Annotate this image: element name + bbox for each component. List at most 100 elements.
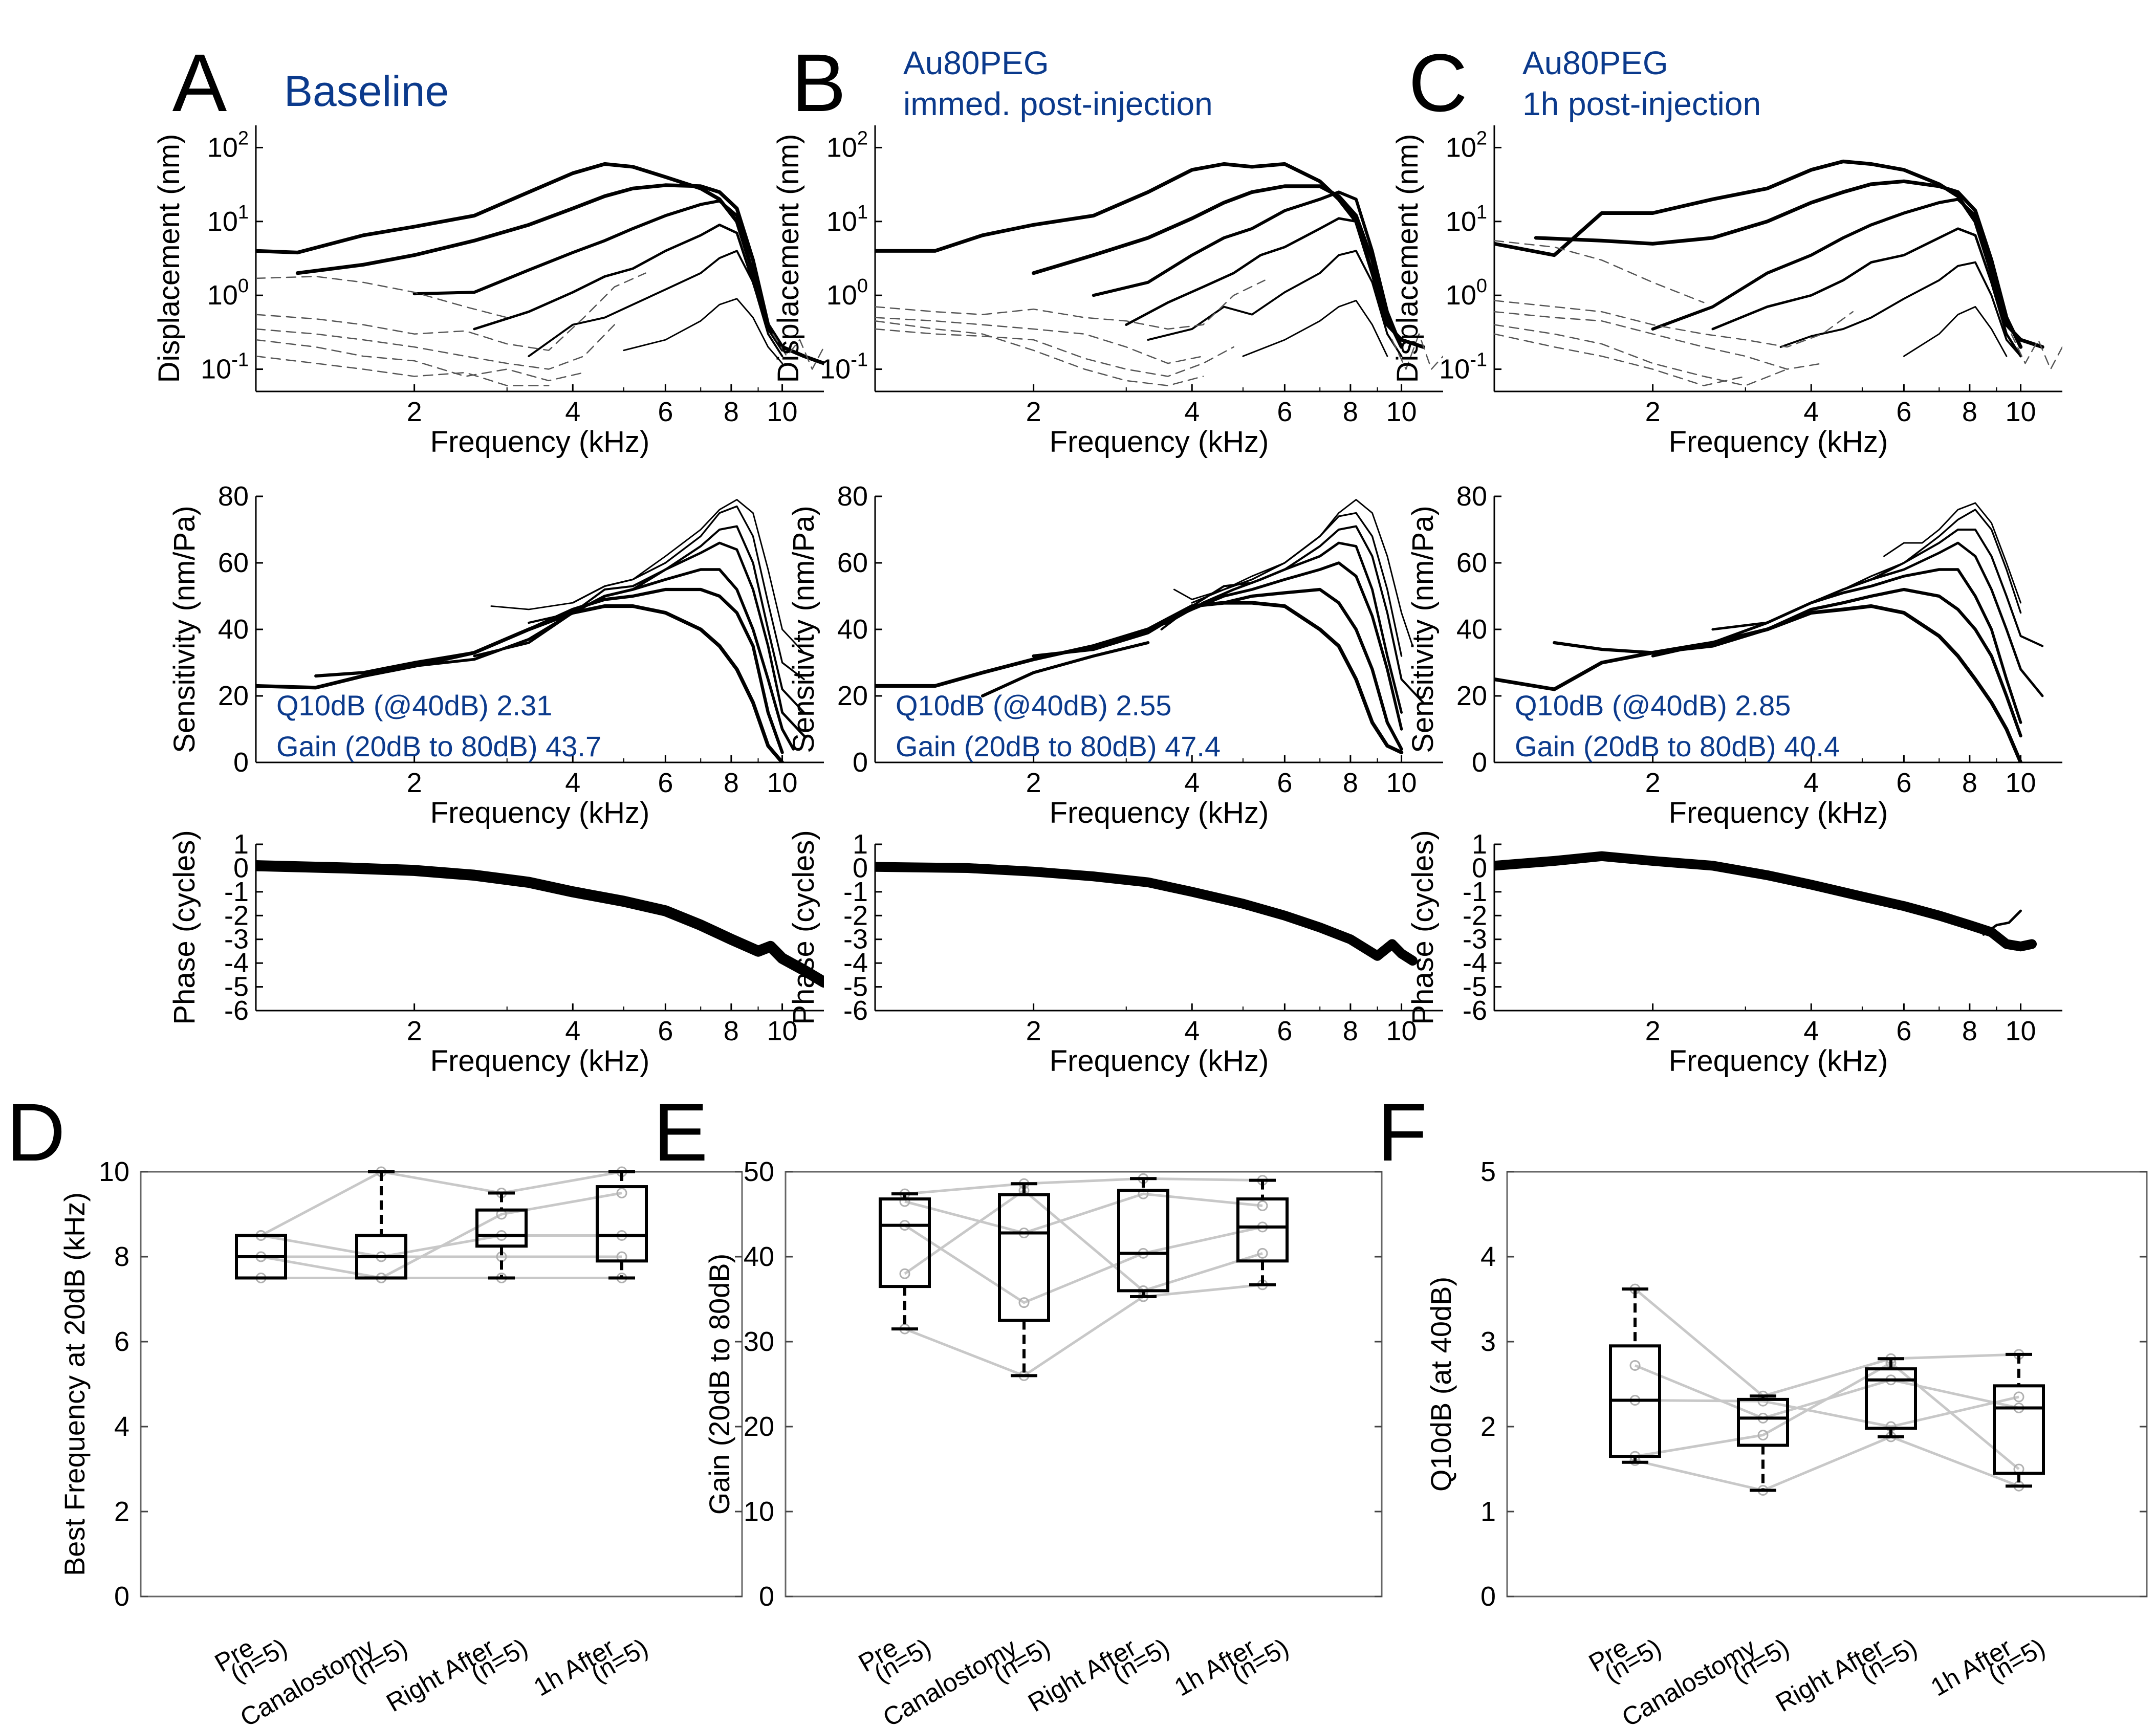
y-axis-label: Sensitivity (nm/Pa) — [787, 506, 820, 753]
series-line-40-dB — [1779, 261, 2022, 358]
y-tick-label: 102 — [207, 127, 249, 163]
y-tick-label: 20 — [744, 1411, 774, 1442]
series-line-noise-3 — [256, 339, 585, 382]
individual-point — [1257, 1200, 1268, 1211]
y-axis-label: Displacement (nm) — [153, 134, 186, 383]
y-tick-label: -3 — [1463, 924, 1487, 955]
individual-line — [260, 1170, 622, 1237]
y-tick-label: 0 — [1472, 747, 1487, 778]
y-axis-label: Phase (cycles) — [787, 830, 820, 1024]
x-tick-label: 4 — [1184, 1016, 1200, 1046]
individual-lines — [1629, 1283, 2024, 1496]
y-tick-label: 1 — [233, 829, 249, 860]
y-tick-label: -6 — [224, 995, 249, 1026]
x-axis-label: Frequency (kHz) — [430, 425, 650, 458]
individual-line — [904, 1189, 1263, 1293]
x-tick-label: 8 — [724, 1016, 739, 1046]
series-group — [875, 862, 1418, 966]
y-tick-label: 20 — [218, 681, 249, 711]
individual-point — [1018, 1297, 1030, 1308]
x-tick-label: 10 — [2006, 397, 2036, 427]
x-tick-label: 10 — [767, 768, 798, 798]
x-tick-label: 2 — [1026, 397, 1041, 427]
x-tick-label: 4 — [1184, 768, 1200, 798]
panel-letter: B — [792, 37, 846, 128]
series-line-30-dB — [1191, 512, 1403, 657]
y-tick-label: 100 — [1446, 275, 1487, 311]
y-tick-label: -2 — [224, 900, 249, 931]
y-tick-label: 40 — [837, 614, 868, 645]
y-tick-label: -2 — [843, 900, 868, 931]
x-tick-label: 10 — [2006, 768, 2036, 798]
panel-B1: 2 4 6 8 10 10-1 100 101 102 Frequency (kHz) Displa… — [772, 37, 1443, 458]
x-tick-label: 8 — [724, 397, 739, 427]
x-axis-label: Frequency (kHz) — [1050, 796, 1269, 829]
x-tick-label: 6 — [1896, 397, 1911, 427]
series-line-70-dB — [1032, 587, 1403, 751]
y-tick-label: -3 — [843, 924, 868, 955]
y-tick-label: 0 — [759, 1581, 774, 1612]
y-tick-label: 50 — [744, 1156, 774, 1187]
x-tick-label: 2 — [407, 768, 422, 798]
y-tick-label: 20 — [837, 681, 868, 711]
x-tick-label: 2 — [407, 397, 422, 427]
series-line-noise-1 — [256, 272, 646, 351]
series-line-noise-3 — [875, 328, 1234, 377]
x-tick-label: 4 — [1184, 397, 1200, 427]
y-tick-label: 0 — [233, 747, 249, 778]
y-tick-label: -4 — [843, 948, 868, 978]
x-axis-label: Frequency (kHz) — [1050, 425, 1269, 458]
x-tick-label: 10 — [1386, 768, 1417, 798]
y-tick-label: 0 — [1480, 1581, 1496, 1612]
box — [1737, 1397, 1789, 1447]
y-tick-label: 0 — [1472, 852, 1487, 883]
series-line-phase-branch — [1982, 909, 2022, 936]
y-tick-label: 40 — [1456, 614, 1487, 645]
series-line-30-dB — [623, 298, 783, 364]
box — [1117, 1189, 1169, 1293]
q10-annotation: Q10dB (@40dB) 2.85 — [1515, 689, 1791, 721]
x-tick-label: 2 — [1645, 397, 1661, 427]
y-tick-label: -6 — [843, 995, 868, 1026]
y-tick-label: -5 — [843, 972, 868, 1002]
y-axis-label: Best Frequency at 20dB (kHz) — [58, 1192, 91, 1576]
y-tick-label: 100 — [207, 275, 249, 311]
x-tick-label: 8 — [1343, 768, 1358, 798]
y-axis-label: Sensitivity (nm/Pa) — [168, 506, 201, 753]
series-line-60-dB — [1651, 198, 2022, 349]
x-tick-label: 6 — [1277, 1016, 1292, 1046]
series-line-70-dB — [1534, 179, 2023, 349]
panel-subtitle: 1h post-injection — [1522, 85, 1761, 122]
series-line-80-dB — [256, 162, 824, 365]
series-line-50-dB — [1711, 541, 2044, 697]
individual-point — [1257, 1248, 1268, 1259]
series-line-noise-6 — [2011, 333, 2062, 370]
y-tick-label: -4 — [224, 948, 249, 978]
y-tick-label: 1 — [853, 829, 868, 860]
box — [1993, 1384, 2045, 1475]
series-line-noise-4 — [256, 355, 550, 386]
y-tick-label: 60 — [1456, 548, 1487, 578]
plot-frame — [785, 1171, 1383, 1598]
individual-point — [2013, 1391, 2024, 1403]
series-group — [256, 499, 805, 762]
box — [475, 1208, 528, 1248]
y-tick-label: 40 — [218, 614, 249, 645]
panel-A2: 2 4 6 8 10 0 20 40 60 80 Frequency (kHz) Sensitivit… — [168, 481, 824, 829]
individual-line — [261, 1234, 622, 1258]
y-tick-label: -2 — [1463, 900, 1487, 931]
series-line-30-dB — [1903, 306, 2008, 357]
individual-point — [899, 1268, 910, 1279]
individual-line — [1634, 1288, 2019, 1397]
x-tick-label: 6 — [658, 768, 673, 798]
series-group — [1494, 851, 2037, 952]
x-tick-label: 4 — [565, 1016, 580, 1046]
x-tick-label: 2 — [1026, 768, 1041, 798]
x-tick-label: 10 — [767, 1016, 798, 1046]
x-axis-label: Frequency (kHz) — [1669, 1044, 1888, 1078]
series-line-20-dB — [1173, 499, 1413, 647]
panel-subtitle: immed. post-injection — [903, 85, 1213, 122]
